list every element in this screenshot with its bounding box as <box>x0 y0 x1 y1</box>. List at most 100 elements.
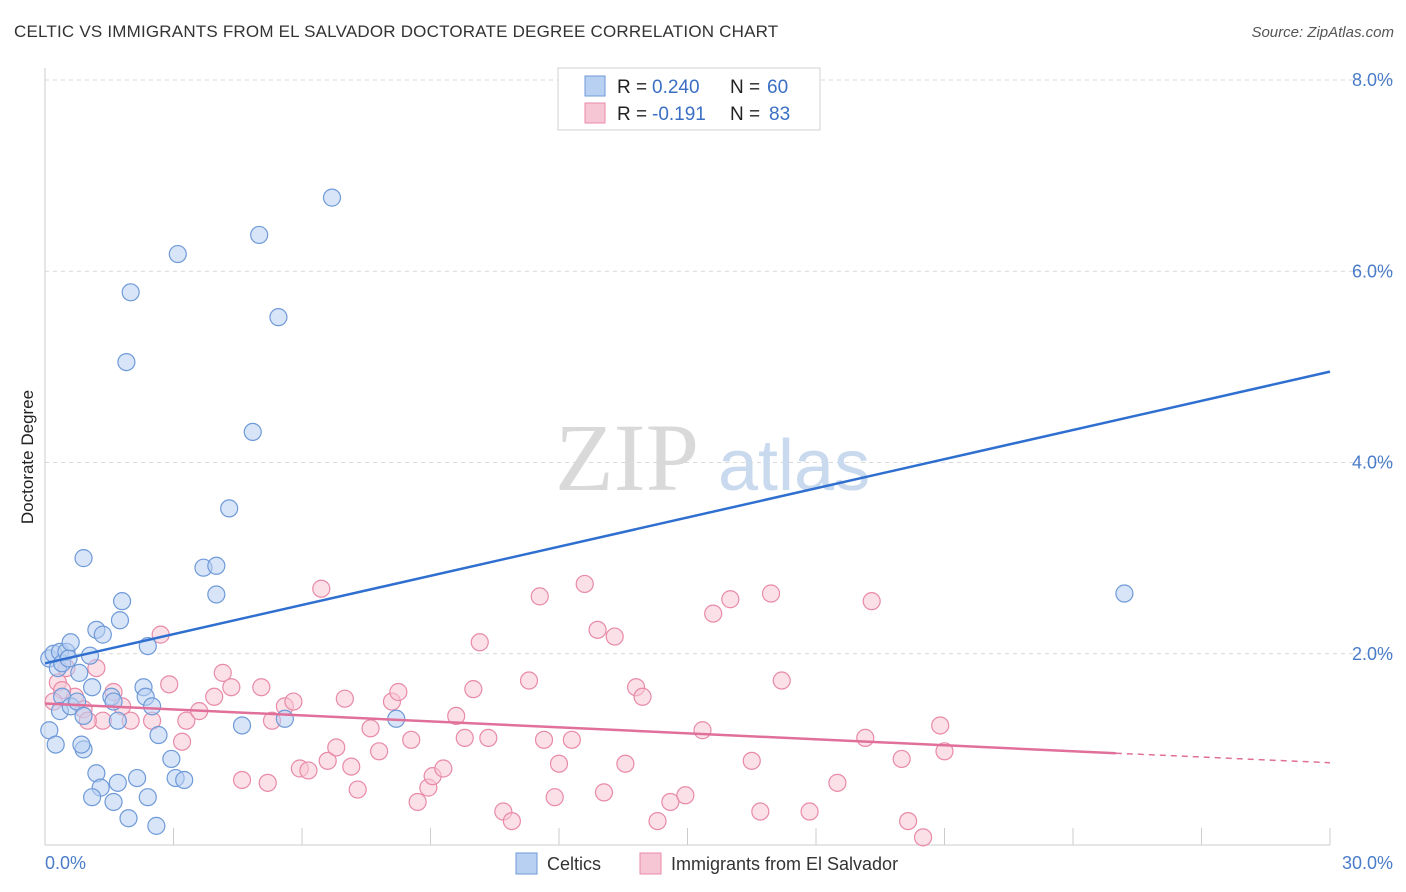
celtic-point <box>74 706 93 726</box>
celtic-point <box>147 816 166 835</box>
salvador-point <box>327 738 346 757</box>
salvador-point <box>633 687 652 706</box>
legend-r-label-2: R = <box>617 104 647 125</box>
salvador-point <box>335 689 354 708</box>
y-tick-labels: 2.0% 4.0% 6.0% 8.0% <box>1352 70 1393 664</box>
salvador-point <box>828 773 847 792</box>
y-tick-label: 2.0% <box>1352 644 1393 664</box>
salvador-point <box>370 742 389 761</box>
salvador-point <box>935 742 954 761</box>
legend-r-value-2: -0.191 <box>652 104 706 125</box>
celtic-point <box>250 225 269 245</box>
salvador-point <box>856 728 875 748</box>
salvador-point <box>742 751 761 770</box>
y-axis-label: Doctorate Degree <box>18 390 37 524</box>
salvador-point <box>575 574 594 594</box>
salvador-point <box>898 811 918 831</box>
celtic-point <box>112 592 132 611</box>
celtic-point <box>83 788 102 807</box>
salvador-point <box>549 754 569 773</box>
celtic-point <box>142 697 162 716</box>
salvador-point <box>693 721 712 740</box>
salvador-point <box>464 680 483 699</box>
salvador-point <box>751 802 770 821</box>
salvador-point <box>479 728 498 748</box>
legend-n-value-2: 83 <box>769 104 790 125</box>
legend-n-label-1: N = <box>730 77 760 98</box>
celtic-point <box>138 788 157 807</box>
salvador-point <box>361 719 380 738</box>
celtic-point <box>110 611 130 630</box>
salvador-point <box>913 828 933 847</box>
salvador-point <box>172 732 192 751</box>
legend-bottom: Celtics Immigrants from El Salvador <box>515 852 898 875</box>
salvador-point <box>434 759 453 778</box>
celtic-point <box>207 585 226 604</box>
salvador-point <box>545 788 564 807</box>
celtic-point <box>117 352 136 372</box>
legend-r-value-1: 0.240 <box>652 77 700 98</box>
bottom-legend-label-celtics: Celtics <box>547 854 601 874</box>
salvador-point <box>661 792 680 812</box>
salvador-point <box>389 682 408 702</box>
salvador-point <box>348 780 367 799</box>
y-tick-label: 4.0% <box>1352 453 1393 473</box>
salvador-point <box>312 579 331 598</box>
salvador-point <box>616 754 635 773</box>
legend-swatch-salvador <box>584 102 606 124</box>
legend-n-value-1: 60 <box>767 77 788 98</box>
celtic-point <box>104 792 123 812</box>
salvador-point <box>892 749 911 769</box>
salvador-point <box>704 604 723 623</box>
salvador-point <box>676 786 695 805</box>
salvador-point <box>605 627 624 646</box>
salvador-point <box>931 716 950 735</box>
celtic-point <box>175 770 194 790</box>
celtic-point <box>93 625 112 644</box>
bottom-legend-label-salvador: Immigrants from El Salvador <box>671 854 898 874</box>
source-credit: Source: ZipAtlas.com <box>1251 24 1394 41</box>
celtic-point <box>121 283 140 302</box>
salvador-point <box>232 770 252 790</box>
celtic-point <box>149 725 168 745</box>
salvador-point <box>502 811 521 831</box>
salvador-point <box>761 584 781 603</box>
salvador-point <box>408 792 427 812</box>
celtic-point <box>61 633 80 652</box>
celtic-point <box>108 711 127 730</box>
salvador-point <box>258 773 277 792</box>
series-salvador-points <box>44 574 954 847</box>
salvador-point <box>213 663 232 682</box>
salvador-point <box>721 590 740 609</box>
x-tick-label-max: 30.0% <box>1342 853 1393 873</box>
trend-line-salvador-extension <box>1115 752 1331 764</box>
watermark: ZIP atlas <box>555 404 870 511</box>
celtic-point <box>1115 584 1134 603</box>
celtic-point <box>269 308 288 327</box>
salvador-point <box>177 711 196 730</box>
celtic-point <box>322 188 342 207</box>
legend-top: R = 0.240 N = 60 R = -0.191 N = 83 <box>557 67 821 131</box>
salvador-point <box>519 671 539 690</box>
celtic-point <box>243 422 262 441</box>
celtic-point <box>168 244 187 264</box>
celtic-point <box>119 809 138 828</box>
celtic-point <box>127 768 147 788</box>
bottom-legend-swatch-salvador <box>639 852 662 875</box>
salvador-point <box>447 706 466 726</box>
salvador-point <box>588 620 607 639</box>
salvador-point <box>530 587 549 606</box>
chart-title: CELTIC VS IMMIGRANTS FROM EL SALVADOR DO… <box>14 22 779 41</box>
trend-line-celtics <box>44 370 1331 665</box>
celtic-point <box>74 549 93 568</box>
salvador-point <box>299 761 318 780</box>
grid-lines <box>45 79 1393 655</box>
celtic-point <box>108 773 127 792</box>
celtic-point <box>46 735 65 754</box>
salvador-point <box>342 757 361 776</box>
salvador-point <box>470 633 489 652</box>
celtic-point <box>70 663 89 682</box>
series-celtics-points <box>40 188 1134 835</box>
bottom-legend-swatch-celtics <box>515 852 538 875</box>
x-axis-ticks <box>44 828 1331 845</box>
